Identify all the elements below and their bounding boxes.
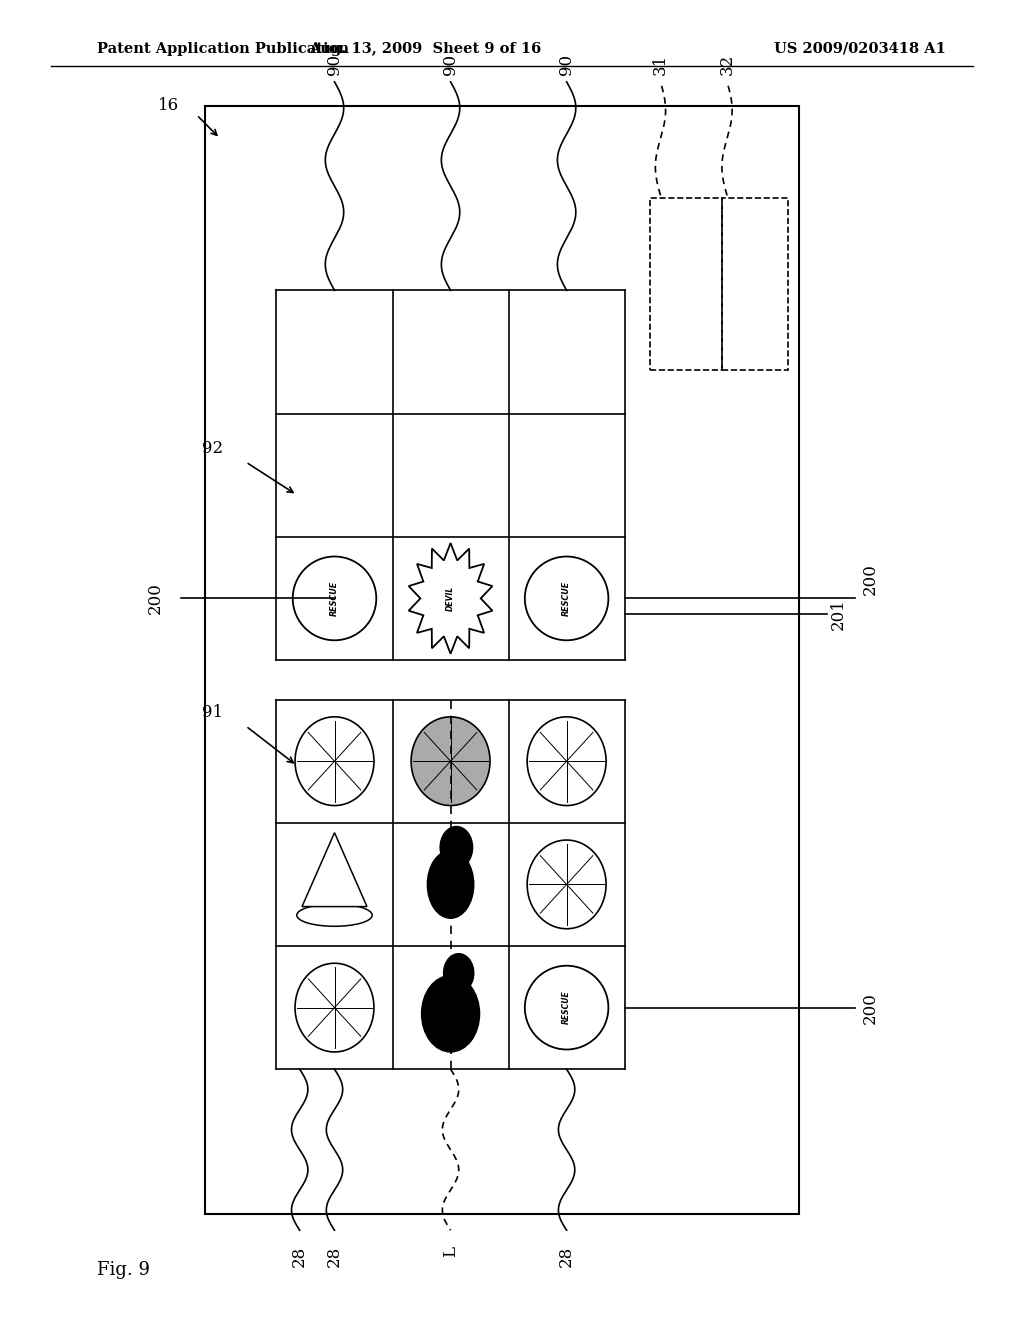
Ellipse shape [293, 557, 376, 640]
Ellipse shape [427, 850, 474, 919]
Text: 90: 90 [442, 54, 459, 75]
Circle shape [443, 953, 474, 993]
Text: 28: 28 [291, 1246, 308, 1267]
Text: 91: 91 [202, 705, 223, 721]
Text: RESCUE: RESCUE [562, 991, 571, 1024]
Text: Aug. 13, 2009  Sheet 9 of 16: Aug. 13, 2009 Sheet 9 of 16 [309, 42, 541, 55]
Text: 200: 200 [862, 991, 880, 1023]
Text: 16: 16 [158, 98, 179, 114]
Ellipse shape [527, 840, 606, 929]
Ellipse shape [297, 904, 373, 927]
Ellipse shape [525, 557, 608, 640]
Text: US 2009/0203418 A1: US 2009/0203418 A1 [774, 42, 946, 55]
Bar [205, 106, 799, 1214]
Polygon shape [302, 833, 367, 907]
Text: 28: 28 [326, 1246, 343, 1267]
Text: 32: 32 [719, 54, 735, 75]
Ellipse shape [295, 964, 374, 1052]
Text: 31: 31 [652, 54, 669, 75]
Ellipse shape [525, 966, 608, 1049]
Text: 200: 200 [146, 582, 164, 614]
Text: L: L [442, 1246, 459, 1257]
Text: RESCUE: RESCUE [562, 581, 571, 616]
Ellipse shape [527, 717, 606, 805]
Bar [722, 198, 788, 370]
Text: 200: 200 [862, 562, 880, 594]
Polygon shape [409, 543, 493, 653]
Text: 28: 28 [558, 1246, 575, 1267]
Ellipse shape [295, 717, 374, 805]
Bar [650, 198, 722, 370]
Text: 92: 92 [202, 441, 223, 457]
Text: DEVIL: DEVIL [446, 586, 455, 611]
Text: Fig. 9: Fig. 9 [97, 1261, 151, 1279]
Text: 90: 90 [558, 54, 575, 75]
Text: 201: 201 [829, 598, 847, 630]
Text: Patent Application Publication: Patent Application Publication [97, 42, 349, 55]
Text: 90: 90 [326, 54, 343, 75]
Ellipse shape [422, 975, 479, 1052]
Circle shape [440, 826, 473, 869]
Ellipse shape [411, 717, 490, 805]
Text: RESCUE: RESCUE [330, 581, 339, 616]
